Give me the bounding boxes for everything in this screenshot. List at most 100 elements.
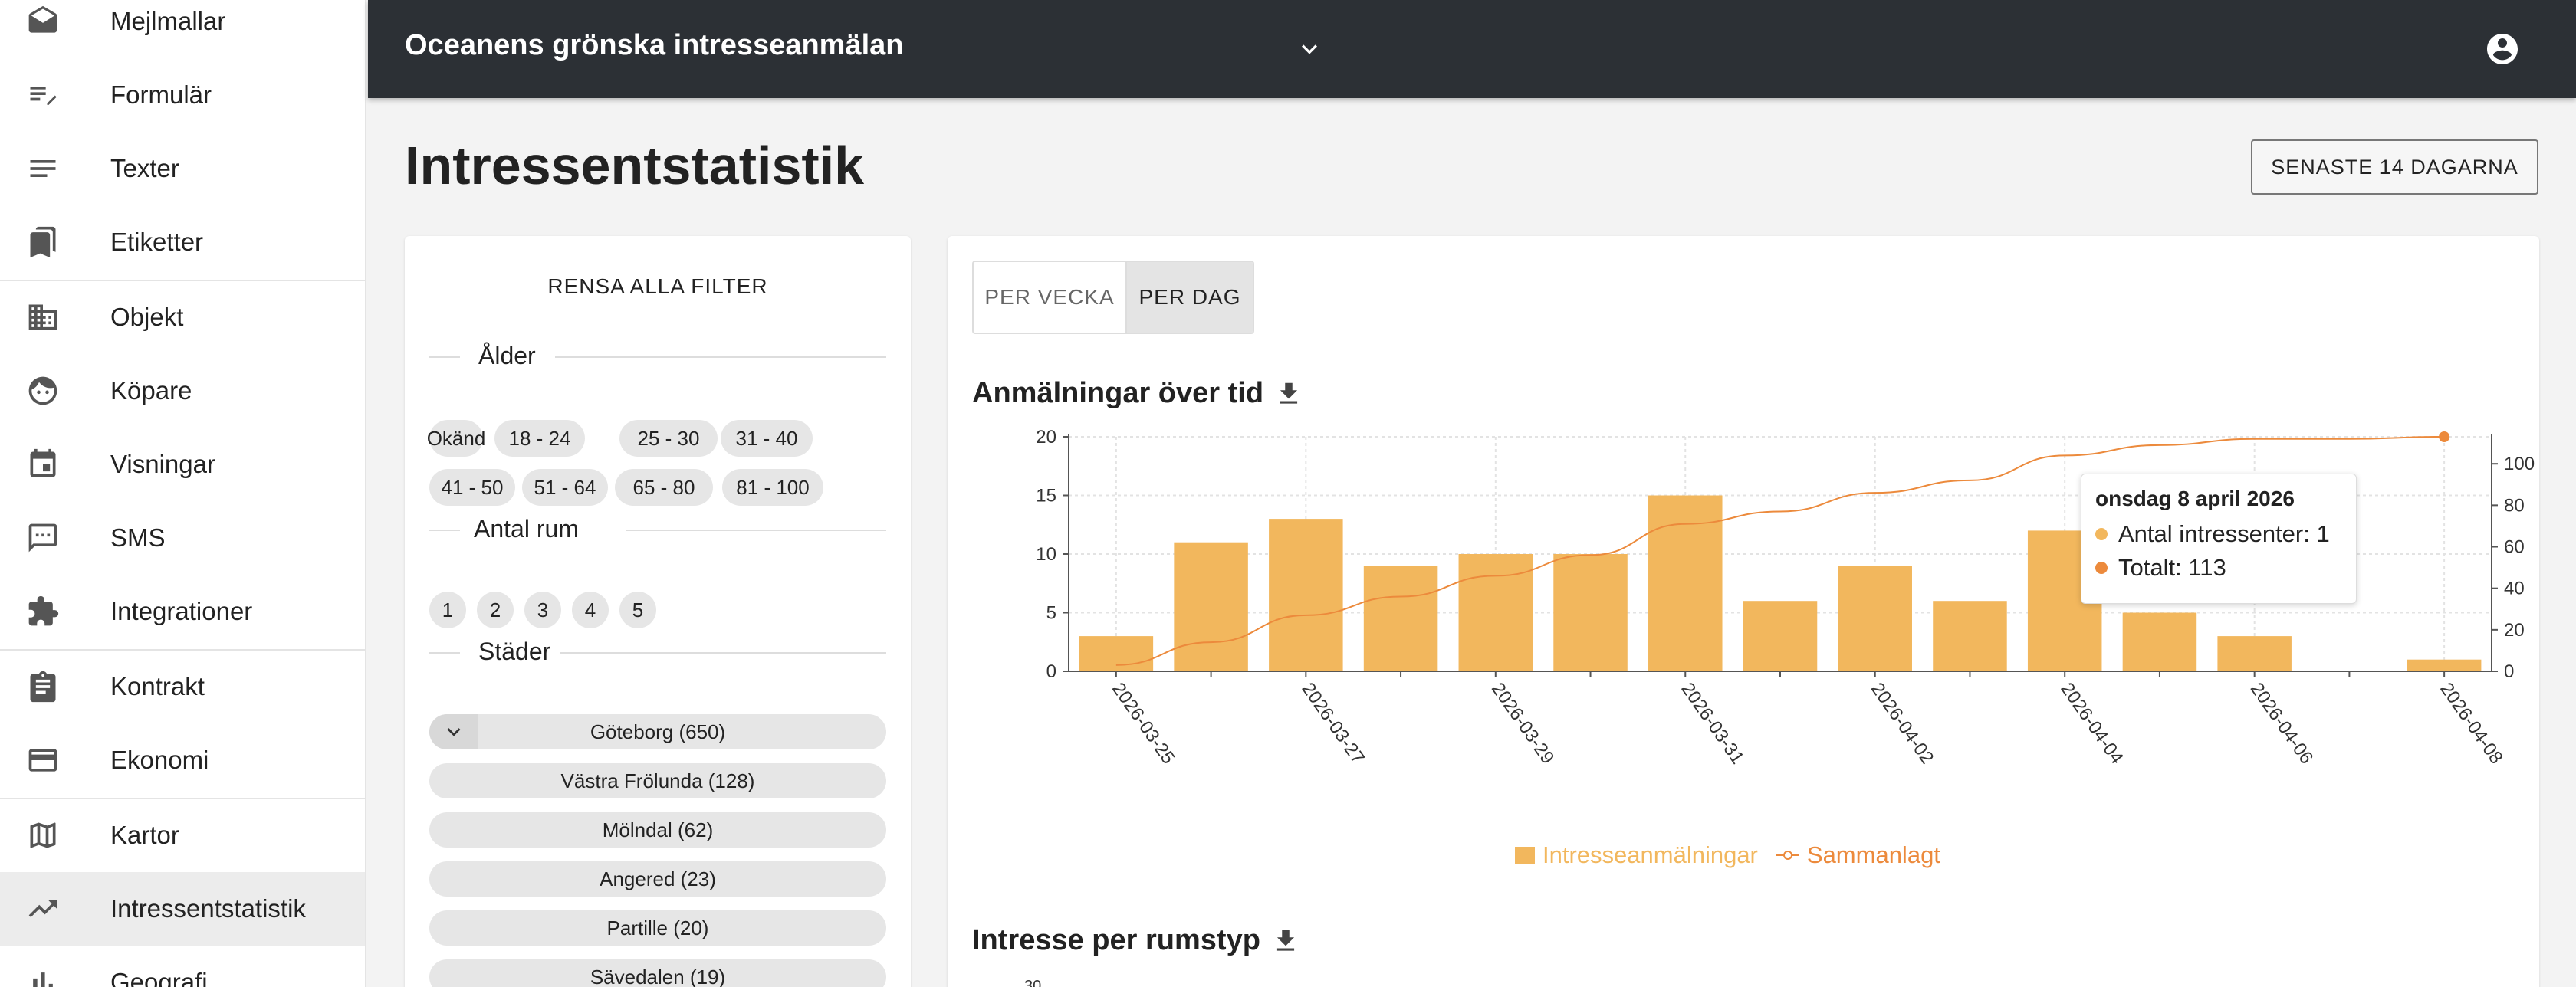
age-chip[interactable]: 31 - 40: [721, 420, 813, 457]
bar: [1838, 566, 1912, 671]
x-tick-label: 2026-03-25: [1108, 679, 1179, 768]
notes-icon: [26, 152, 60, 185]
city-chip[interactable]: Angered (23): [429, 861, 886, 897]
city-chip[interactable]: Västra Frölunda (128): [429, 763, 886, 798]
y-tick-label-right: 0: [2504, 661, 2514, 682]
bar: [1933, 601, 2007, 671]
chart-tooltip: onsdag 8 april 2026 Antal intressenter: …: [2081, 474, 2357, 604]
tooltip-title: onsdag 8 april 2026: [2095, 487, 2295, 510]
room-chip[interactable]: 1: [429, 592, 466, 628]
sidebar-item-visningar[interactable]: Visningar: [0, 428, 365, 501]
y-tick-label: 15: [1036, 486, 1056, 507]
bar: [2217, 636, 2292, 671]
sidebar-item-ekonomi[interactable]: Ekonomi: [0, 723, 365, 797]
age-chip[interactable]: 41 - 50: [429, 469, 515, 506]
sidebar-item-label: Kartor: [110, 821, 179, 849]
sidebar-item-sms[interactable]: SMS: [0, 501, 365, 575]
room-chip[interactable]: 2: [477, 592, 514, 628]
city-chip[interactable]: Partille (20): [429, 910, 886, 946]
bar: [1458, 554, 1533, 671]
cities-heading: Städer: [478, 638, 551, 665]
trending-icon: [26, 892, 60, 926]
age-chip[interactable]: 81 - 100: [722, 469, 823, 506]
age-heading: Ålder: [478, 342, 536, 369]
clipboard-icon: [26, 670, 60, 703]
chart-panel: PER VECKA PER DAG Anmälningar över tid 0…: [948, 236, 2539, 987]
sms-icon: [26, 521, 60, 555]
sidebar-item-kontrakt[interactable]: Kontrakt: [0, 650, 365, 723]
sidebar: Mejlmallar Formulär Texter Etiketter Objekt K…: [0, 0, 366, 987]
sidebar-item-texter[interactable]: Texter: [0, 132, 365, 205]
city-chip[interactable]: Mölndal (62): [429, 812, 886, 848]
sidebar-item-label: Mejlmallar: [110, 7, 226, 35]
bar: [1079, 636, 1154, 671]
face-icon: [26, 374, 60, 408]
sidebar-item-label: Objekt: [110, 303, 184, 331]
sidebar-item-label: Etiketter: [110, 228, 204, 256]
date-range-button[interactable]: SENASTE 14 DAGARNA: [2251, 139, 2538, 195]
age-divider: Ålder: [429, 342, 886, 372]
tooltip-count-text: Antal intressenter: 1: [2118, 520, 2330, 547]
bar: [1648, 495, 1723, 671]
age-chip[interactable]: 51 - 64: [522, 469, 608, 506]
bar: [2122, 612, 2197, 671]
age-chip[interactable]: 25 - 30: [619, 420, 718, 457]
per-day-toggle[interactable]: PER DAG: [1125, 262, 1253, 333]
page-title: Intressentstatistik: [405, 136, 865, 195]
bar: [1553, 554, 1628, 671]
sidebar-item-label: Kontrakt: [110, 672, 205, 700]
tooltip-row-total: Totalt: 113: [2095, 554, 2342, 582]
sidebar-item-intressentstatistik[interactable]: Intressentstatistik: [0, 872, 365, 946]
age-chip[interactable]: 65 - 80: [615, 469, 713, 506]
city-chip[interactable]: Göteborg (650): [429, 714, 886, 749]
line-swatch-icon: [1776, 851, 1799, 860]
sidebar-item-geografi[interactable]: Geografi: [0, 946, 365, 987]
sidebar-item-kartor[interactable]: Kartor: [0, 798, 365, 872]
rooms-divider: Antal rum: [429, 515, 886, 546]
y-tick-label-right: 60: [2504, 537, 2525, 558]
x-tick-label: 2026-04-08: [2436, 679, 2507, 768]
sidebar-item-köpare[interactable]: Köpare: [0, 354, 365, 428]
download-icon[interactable]: [1274, 379, 1303, 408]
account-icon[interactable]: [2484, 31, 2521, 67]
calendar-icon: [26, 448, 60, 481]
bar: [1174, 542, 1248, 671]
sidebar-item-label: Visningar: [110, 450, 215, 478]
credit-card-icon: [26, 743, 60, 777]
map-icon: [26, 818, 60, 852]
sidebar-item-mejlmallar[interactable]: Mejlmallar: [0, 0, 365, 58]
tooltip-total-text: Totalt: 113: [2118, 554, 2226, 581]
clear-filters-button[interactable]: RENSA ALLA FILTER: [547, 274, 768, 298]
drafts-icon: [26, 5, 60, 38]
per-week-toggle[interactable]: PER VECKA: [984, 285, 1115, 309]
legend-bar-label[interactable]: Intresseanmälningar: [1543, 841, 1758, 868]
sidebar-item-integrationer[interactable]: Integrationer: [0, 575, 365, 648]
sidebar-item-label: Integrationer: [110, 597, 253, 625]
edit-note-icon: [26, 78, 60, 112]
sidebar-item-label: Köpare: [110, 376, 192, 405]
bar: [1269, 519, 1343, 671]
x-tick-label: 2026-04-04: [2056, 679, 2128, 768]
age-chip[interactable]: Okänd: [427, 420, 485, 457]
sidebar-item-label: Ekonomi: [110, 746, 209, 774]
bar: [2407, 659, 2482, 671]
sidebar-item-etiketter[interactable]: Etiketter: [0, 205, 365, 279]
expand-chevron-icon[interactable]: [429, 714, 478, 749]
y-tick-label-right: 40: [2504, 579, 2525, 599]
room-chip[interactable]: 4: [572, 592, 609, 628]
chevron-down-icon[interactable]: [1294, 34, 1325, 64]
room-chip[interactable]: 5: [619, 592, 656, 628]
bar-dot-icon: [2095, 528, 2108, 540]
project-title[interactable]: Oceanens grönska intresseanmälan: [405, 29, 904, 61]
city-chip[interactable]: Sävedalen (19): [429, 959, 886, 987]
sidebar-item-objekt[interactable]: Objekt: [0, 280, 365, 354]
x-tick-label: 2026-03-29: [1487, 679, 1559, 768]
legend-line-label[interactable]: Sammanlagt: [1806, 841, 1940, 868]
sidebar-item-label: Texter: [110, 154, 179, 182]
room-chip[interactable]: 3: [524, 592, 561, 628]
sidebar-divider: [0, 649, 365, 651]
download-icon[interactable]: [1271, 926, 1300, 956]
sidebar-item-formulär[interactable]: Formulär: [0, 58, 365, 132]
age-chip[interactable]: 18 - 24: [495, 420, 585, 457]
chart2-ytick: 30: [1024, 978, 1042, 987]
